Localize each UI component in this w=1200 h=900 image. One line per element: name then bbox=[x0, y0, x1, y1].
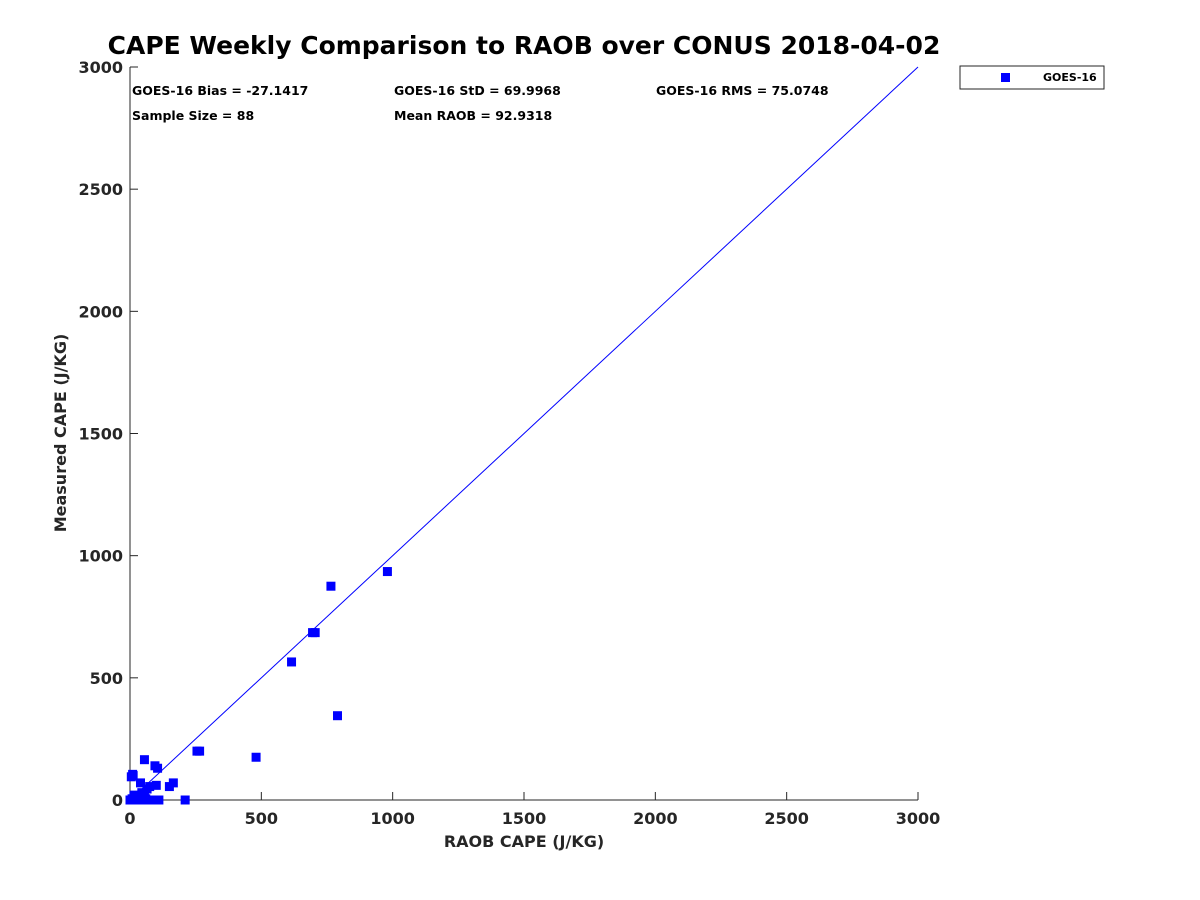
data-point bbox=[151, 780, 161, 790]
data-point bbox=[195, 746, 205, 756]
data-point bbox=[154, 795, 164, 805]
data-point bbox=[136, 778, 146, 788]
stat-rms: GOES-16 RMS = 75.0748 bbox=[656, 83, 829, 98]
x-axis-label: RAOB CAPE (J/KG) bbox=[444, 832, 604, 851]
data-point bbox=[333, 711, 343, 721]
data-point bbox=[382, 567, 392, 577]
data-point bbox=[326, 581, 336, 591]
data-point bbox=[180, 795, 190, 805]
x-tick-label: 1000 bbox=[370, 809, 415, 828]
stat-bias: GOES-16 Bias = -27.1417 bbox=[132, 83, 308, 98]
stat-sample-size: Sample Size = 88 bbox=[132, 108, 254, 123]
y-tick-label: 3000 bbox=[78, 58, 123, 77]
legend-marker bbox=[1001, 73, 1010, 82]
data-point bbox=[287, 657, 297, 667]
stat-std: GOES-16 StD = 69.9968 bbox=[394, 83, 561, 98]
data-point bbox=[310, 628, 320, 638]
y-tick-label: 2000 bbox=[78, 302, 123, 321]
data-points bbox=[125, 567, 392, 805]
stat-mean-raob: Mean RAOB = 92.9318 bbox=[394, 108, 552, 123]
y-ticks: 0 500 1000 1500 2000 2500 3000 bbox=[78, 58, 138, 810]
data-point bbox=[153, 763, 163, 773]
data-point bbox=[128, 771, 138, 781]
x-tick-label: 2500 bbox=[764, 809, 809, 828]
data-point bbox=[139, 755, 149, 765]
x-tick-label: 0 bbox=[124, 809, 135, 828]
x-tick-label: 1500 bbox=[502, 809, 547, 828]
legend-label: GOES-16 bbox=[1043, 71, 1097, 84]
y-tick-label: 1500 bbox=[78, 425, 123, 444]
y-tick-label: 0 bbox=[112, 791, 123, 810]
y-tick-label: 2500 bbox=[78, 180, 123, 199]
x-ticks: 0 500 1000 1500 2000 2500 3000 bbox=[124, 792, 940, 828]
x-tick-label: 2000 bbox=[633, 809, 678, 828]
y-tick-label: 500 bbox=[90, 669, 123, 688]
data-point bbox=[168, 778, 178, 788]
x-tick-label: 500 bbox=[245, 809, 278, 828]
y-axis-label: Measured CAPE (J/KG) bbox=[51, 334, 70, 533]
y-tick-label: 1000 bbox=[78, 547, 123, 566]
data-point bbox=[251, 752, 261, 762]
chart-title: CAPE Weekly Comparison to RAOB over CONU… bbox=[108, 31, 941, 60]
data-point bbox=[142, 784, 152, 794]
stats-annotations: GOES-16 Bias = -27.1417 GOES-16 StD = 69… bbox=[132, 83, 829, 123]
x-tick-label: 3000 bbox=[896, 809, 941, 828]
legend-box bbox=[959, 65, 1105, 90]
legend: GOES-16 bbox=[959, 65, 1105, 90]
data-point bbox=[141, 794, 151, 804]
data-point bbox=[127, 794, 137, 804]
one-to-one-line bbox=[129, 66, 919, 801]
